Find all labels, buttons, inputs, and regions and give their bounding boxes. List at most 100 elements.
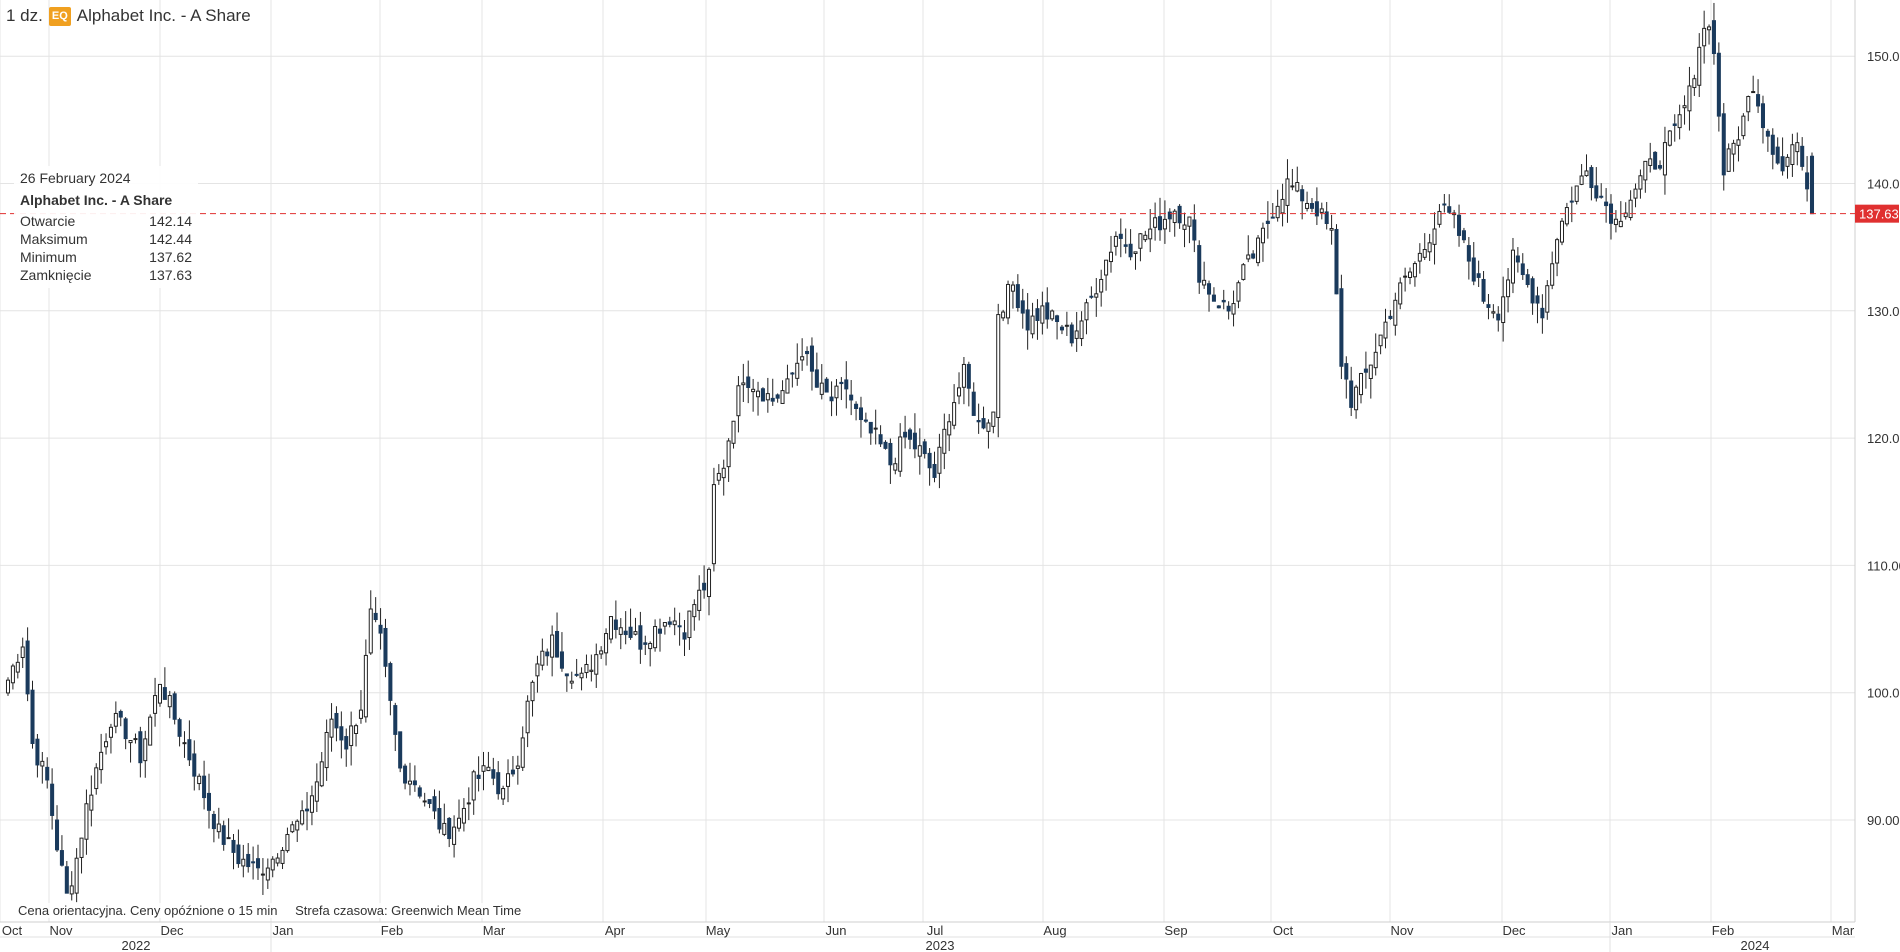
candle xyxy=(1476,260,1481,288)
candle-body-up xyxy=(20,646,25,659)
candle-body-up xyxy=(795,362,800,379)
candle-body-down xyxy=(412,780,417,786)
candle-body-down xyxy=(437,808,442,830)
candle-body-up xyxy=(471,771,476,801)
candle-body-up xyxy=(329,718,334,738)
candle-body-up xyxy=(84,803,89,840)
candle-body-up xyxy=(520,737,525,768)
candle-body-down xyxy=(388,663,393,701)
candle-body-down xyxy=(398,731,403,769)
tooltip-date: 26 February 2024 xyxy=(20,170,131,186)
candle-body-down xyxy=(1069,324,1074,344)
candle xyxy=(192,740,197,791)
candle-body-down xyxy=(64,866,69,894)
candle xyxy=(1251,250,1256,260)
candle-body-up xyxy=(957,387,962,397)
candle xyxy=(1726,143,1731,172)
candle xyxy=(1285,159,1290,223)
candle xyxy=(927,448,932,486)
candle-body-up xyxy=(711,484,716,565)
candle-body-up xyxy=(133,738,138,741)
candle-body-up xyxy=(1643,160,1648,181)
candle xyxy=(677,612,682,646)
candle-body-up xyxy=(687,610,692,639)
x-axis: Oct Nov Dec Jan Feb Mar Apr May Jun Jul Aug Sep Oct N… xyxy=(2,923,1855,952)
candle-body-down xyxy=(854,403,859,410)
candle xyxy=(1363,351,1368,389)
candle xyxy=(976,403,981,434)
candle xyxy=(1015,274,1020,312)
candle-body-up xyxy=(1241,264,1246,280)
candle xyxy=(667,616,672,628)
candle-body-down xyxy=(878,434,883,445)
candle xyxy=(1172,208,1177,237)
candle-body-up xyxy=(108,726,113,738)
candle xyxy=(839,377,844,401)
candle-body-up xyxy=(1006,283,1011,319)
candle xyxy=(143,730,148,778)
tooltip-label: Otwarcie xyxy=(20,213,76,229)
interval-label[interactable]: 1 dz. xyxy=(6,6,43,25)
candle-body-down xyxy=(790,372,795,375)
candle xyxy=(1795,132,1800,166)
candle-body-up xyxy=(633,631,638,635)
candle xyxy=(412,765,417,792)
candle-body-down xyxy=(1496,313,1501,321)
candle-body-up xyxy=(540,650,545,666)
candle-body-up xyxy=(648,642,653,650)
candle xyxy=(682,620,687,656)
candle xyxy=(324,719,329,781)
candle-body-up xyxy=(917,445,922,457)
candle-body-up xyxy=(1290,185,1295,188)
x-tick-label: Apr xyxy=(605,923,626,938)
candle xyxy=(1231,290,1236,327)
x-tick-label: Oct xyxy=(1273,923,1294,938)
chart-footer: Cena orientacyjna. Ceny opóźnione o 15 m… xyxy=(18,903,522,918)
candle xyxy=(59,835,64,867)
candle-body-up xyxy=(1099,278,1104,293)
candle xyxy=(358,690,363,724)
candle xyxy=(746,360,751,404)
candle xyxy=(1707,24,1712,45)
candle xyxy=(1182,212,1187,248)
candle xyxy=(30,680,35,749)
candle xyxy=(1775,137,1780,165)
candle xyxy=(403,763,408,790)
candle-body-down xyxy=(192,753,197,777)
candle-body-down xyxy=(1461,230,1466,241)
candle xyxy=(138,726,143,778)
candle-body-down xyxy=(403,765,408,784)
candle-body-up xyxy=(584,663,589,674)
candle xyxy=(1001,309,1006,322)
candle xyxy=(1055,314,1060,340)
candle xyxy=(510,756,515,777)
candle-body-up xyxy=(1231,303,1236,315)
candle-body-up xyxy=(422,800,427,803)
candle-body-down xyxy=(50,783,55,816)
candle xyxy=(314,763,319,813)
candle xyxy=(1662,126,1667,195)
candle-body-up xyxy=(452,826,457,845)
candle xyxy=(290,821,295,834)
candle-body-up xyxy=(1260,227,1265,244)
candle-body-up xyxy=(275,857,280,864)
candle-body-up xyxy=(692,604,697,618)
candle xyxy=(339,711,344,759)
candle xyxy=(1466,237,1471,280)
candle xyxy=(275,853,280,867)
candle-body-up xyxy=(290,824,295,833)
candle-body-down xyxy=(922,441,927,455)
candle-body-up xyxy=(1143,234,1148,241)
candle xyxy=(800,338,805,371)
candle-body-down xyxy=(1535,295,1540,304)
candle xyxy=(711,467,716,572)
candle xyxy=(295,819,300,842)
candle xyxy=(868,421,873,445)
candle xyxy=(1064,311,1069,336)
candle xyxy=(672,607,677,636)
candle-body-up xyxy=(10,665,15,684)
candle xyxy=(172,691,177,725)
candle-body-down xyxy=(373,612,378,621)
candle-body-up xyxy=(961,363,966,388)
